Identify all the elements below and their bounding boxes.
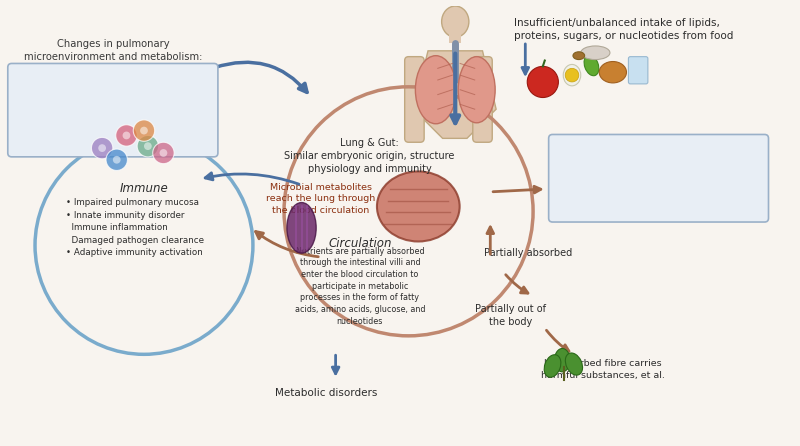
- Text: Changes in intestinal
microenvironment and metabolism:: Changes in intestinal microenvironment a…: [570, 136, 748, 160]
- Circle shape: [116, 125, 137, 146]
- Circle shape: [91, 137, 113, 159]
- Circle shape: [122, 132, 130, 139]
- Text: Partially out of
the body: Partially out of the body: [475, 304, 546, 327]
- Circle shape: [159, 149, 167, 157]
- Ellipse shape: [442, 6, 469, 37]
- Ellipse shape: [566, 353, 582, 375]
- Text: Partially absorbed: Partially absorbed: [485, 248, 573, 258]
- Ellipse shape: [599, 62, 626, 83]
- FancyBboxPatch shape: [473, 57, 492, 142]
- FancyBboxPatch shape: [8, 63, 218, 157]
- Circle shape: [134, 120, 154, 141]
- Ellipse shape: [554, 348, 570, 372]
- Circle shape: [144, 142, 152, 150]
- Circle shape: [140, 127, 148, 135]
- Ellipse shape: [377, 171, 460, 241]
- Ellipse shape: [573, 52, 585, 60]
- Ellipse shape: [544, 355, 561, 377]
- Circle shape: [106, 149, 127, 170]
- Text: 1. Changes in intestinal permeability
2. Inadequate nutrient absorption
3. Chang: 1. Changes in intestinal permeability 2.…: [560, 165, 757, 199]
- Text: Circulation: Circulation: [328, 237, 392, 250]
- Text: Nutrients are partially absorbed
through the intestinal villi and
enter the bloo: Nutrients are partially absorbed through…: [294, 247, 425, 326]
- Text: Insufficient/unbalanced intake of lipids,
proteins, sugars, or nucleotides from : Insufficient/unbalanced intake of lipids…: [514, 18, 733, 41]
- FancyBboxPatch shape: [405, 57, 424, 142]
- Ellipse shape: [287, 202, 316, 253]
- Text: • Impaired pulmonary mucosa
• Innate immunity disorder
  Immune inflammation
  D: • Impaired pulmonary mucosa • Innate imm…: [66, 198, 204, 257]
- Text: Immune: Immune: [119, 182, 168, 195]
- Circle shape: [565, 68, 579, 82]
- Circle shape: [113, 156, 121, 164]
- Text: Metabolic disorders: Metabolic disorders: [274, 388, 377, 398]
- Ellipse shape: [584, 55, 599, 76]
- Text: Microbial metabolites
reach the lung through
the blood circulation: Microbial metabolites reach the lung thr…: [266, 183, 376, 215]
- Circle shape: [527, 66, 558, 98]
- Text: 1. Mucosal barrier disruption
2. Changes in bacterial diversity
3. Disorder of m: 1. Mucosal barrier disruption 2. Changes…: [22, 70, 192, 105]
- Circle shape: [98, 144, 106, 152]
- Ellipse shape: [458, 57, 495, 123]
- Ellipse shape: [563, 64, 581, 86]
- Text: Lung & Gut:
Similar embryonic origin, structure
physiology and immunity: Lung & Gut: Similar embryonic origin, st…: [285, 138, 455, 174]
- Text: Unabsorbed fibre carries
harmful substances, et al.: Unabsorbed fibre carries harmful substan…: [541, 359, 665, 380]
- Polygon shape: [414, 51, 496, 138]
- Text: Changes in pulmonary
microenvironment and metabolism:: Changes in pulmonary microenvironment an…: [24, 39, 202, 62]
- Circle shape: [153, 142, 174, 164]
- Ellipse shape: [581, 46, 610, 60]
- Bar: [450, 24, 461, 43]
- Ellipse shape: [415, 56, 456, 124]
- FancyBboxPatch shape: [629, 57, 648, 84]
- FancyBboxPatch shape: [549, 135, 769, 222]
- Circle shape: [137, 136, 158, 157]
